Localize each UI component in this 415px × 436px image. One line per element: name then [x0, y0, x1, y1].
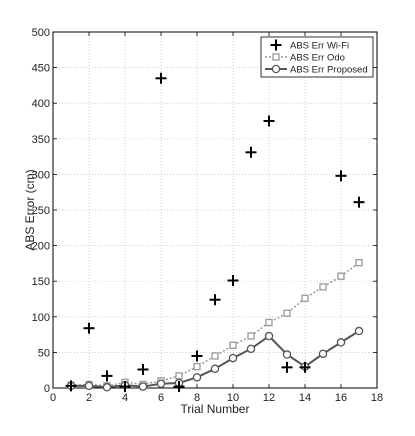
data-point: [319, 283, 327, 291]
data-point: [354, 326, 364, 336]
y-tick-label: 300: [32, 169, 50, 181]
y-tick-label: 50: [38, 347, 50, 359]
data-point: [336, 338, 346, 347]
data-point: [299, 361, 311, 373]
y-tick-label: 100: [32, 312, 50, 324]
data-point: [137, 363, 149, 375]
data-point: [227, 274, 239, 286]
x-tick-label: 6: [158, 392, 164, 404]
x-tick-label: 12: [263, 392, 275, 404]
y-tick-label: 150: [32, 276, 50, 288]
data-point: [282, 350, 292, 359]
series-line: [70, 262, 360, 387]
grid: [53, 32, 377, 388]
legend-label: ABS Err Wi-Fi: [290, 41, 349, 52]
x-axis-label: Trial Number: [181, 402, 250, 416]
legend-marker: [272, 53, 280, 61]
y-tick-label: 250: [32, 205, 50, 217]
data-point: [211, 352, 219, 360]
data-point: [264, 331, 274, 341]
y-tick-label: 500: [32, 27, 50, 39]
x-tick-label: 8: [194, 392, 200, 404]
legend-marker: [271, 64, 281, 74]
data-point: [353, 196, 365, 208]
data-point: [191, 350, 203, 362]
legend-label: ABS Err Proposed: [290, 65, 368, 76]
data-point: [101, 370, 113, 382]
x-tick-label: 14: [299, 392, 311, 404]
data-point: [247, 332, 255, 340]
legend-item: ABS Err Odo: [265, 53, 345, 64]
legend-item: ABS Err Wi-Fi: [270, 39, 349, 52]
y-tick-label: 350: [32, 134, 50, 146]
data-point: [263, 115, 275, 127]
data-point: [301, 294, 309, 302]
data-point: [155, 72, 167, 84]
data-point: [265, 318, 273, 327]
data-point: [209, 294, 221, 306]
legend-item: ABS Err Proposed: [265, 65, 368, 76]
y-tick-label: 400: [32, 98, 50, 110]
data-point: [246, 344, 256, 354]
y-axis-label: ABS Error (cm): [23, 169, 37, 250]
x-tick-label: 0: [50, 392, 56, 404]
y-tick-label: 450: [32, 63, 50, 75]
data-point: [281, 361, 293, 373]
x-tick-label: 16: [335, 392, 347, 404]
data-point: [65, 380, 77, 392]
data-point: [84, 381, 94, 391]
series-2: [66, 326, 364, 392]
series-0: [65, 72, 365, 393]
legend-marker: [270, 39, 282, 51]
data-point: [119, 381, 131, 393]
data-point: [228, 353, 238, 363]
series: [65, 72, 365, 393]
x-tick-label: 4: [122, 392, 128, 404]
x-tick-label: 2: [86, 392, 92, 404]
data-point: [175, 372, 183, 380]
axis-ticks: 0 2 4 6 8 10 12 14 16 18 0 50 100 150 200 250 300 350 400 4…: [32, 27, 383, 404]
x-tick-label: 18: [371, 392, 383, 404]
legend-label: ABS Err Odo: [290, 53, 345, 64]
y-tick-label: 200: [32, 241, 50, 253]
data-point: [192, 373, 202, 382]
data-point: [83, 322, 95, 334]
data-point: [337, 272, 345, 280]
data-point: [210, 364, 220, 374]
data-point: [355, 259, 363, 267]
data-point: [229, 341, 237, 349]
data-point: [245, 146, 257, 158]
data-point: [173, 381, 185, 393]
data-point: [102, 383, 112, 392]
data-point: [193, 362, 201, 371]
data-point: [138, 382, 148, 391]
x-tick-label: 10: [227, 392, 239, 404]
data-point: [283, 309, 291, 317]
data-point: [318, 349, 328, 359]
data-point: [156, 379, 166, 388]
y-tick-label: 0: [44, 383, 50, 395]
data-point: [335, 170, 347, 182]
